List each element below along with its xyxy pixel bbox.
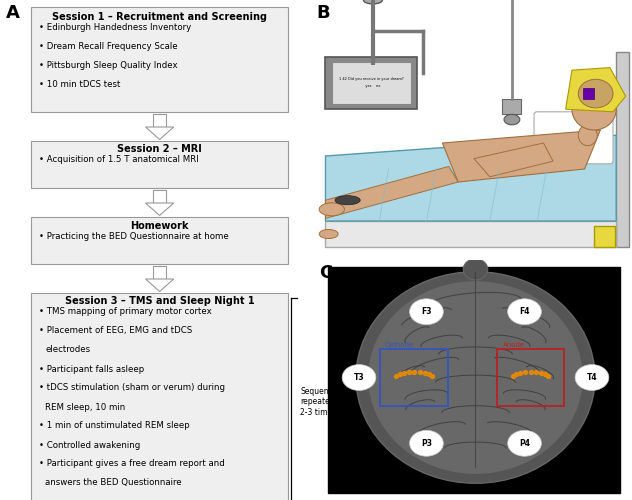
Ellipse shape xyxy=(578,80,613,108)
Point xyxy=(544,372,554,380)
Text: REM sleep, 10 min: REM sleep, 10 min xyxy=(46,402,126,411)
Text: Anode: Anode xyxy=(503,342,525,348)
Text: Session 2 – MRI: Session 2 – MRI xyxy=(118,144,202,154)
Point xyxy=(536,369,546,377)
Text: yes    no: yes no xyxy=(362,84,380,88)
Point xyxy=(520,368,530,376)
Point xyxy=(404,368,414,376)
Text: C: C xyxy=(319,264,332,281)
Text: Session 1 – Recruitment and Screening: Session 1 – Recruitment and Screening xyxy=(52,12,267,22)
Text: • Acquisition of 1.5 T anatomical MRI: • Acquisition of 1.5 T anatomical MRI xyxy=(39,156,199,164)
Polygon shape xyxy=(442,130,600,182)
Circle shape xyxy=(507,430,542,456)
Point xyxy=(508,372,518,380)
Point xyxy=(391,372,401,380)
Point xyxy=(540,370,550,378)
Bar xyxy=(583,88,594,99)
Bar xyxy=(616,52,629,247)
Text: • Edinburgh Handedness Inventory: • Edinburgh Handedness Inventory xyxy=(39,22,191,32)
Text: • Dream Recall Frequency Scale: • Dream Recall Frequency Scale xyxy=(39,42,178,50)
Text: • TMS mapping of primary motor cortex: • TMS mapping of primary motor cortex xyxy=(39,308,212,316)
Text: answers the BED Questionnaire: answers the BED Questionnaire xyxy=(46,478,182,488)
Ellipse shape xyxy=(319,230,338,238)
Ellipse shape xyxy=(572,88,616,130)
Text: P4: P4 xyxy=(519,439,530,448)
Bar xyxy=(497,350,564,406)
Bar xyxy=(154,190,166,203)
Bar xyxy=(154,266,166,279)
Point xyxy=(423,370,434,378)
Text: P3: P3 xyxy=(421,439,432,448)
Text: T4: T4 xyxy=(586,373,597,382)
Point xyxy=(394,370,404,378)
Polygon shape xyxy=(145,203,174,215)
Text: • Participant falls asleep: • Participant falls asleep xyxy=(39,364,145,374)
Text: • Practicing the BED Questionnaire at home: • Practicing the BED Questionnaire at ho… xyxy=(39,232,229,240)
FancyBboxPatch shape xyxy=(325,57,417,109)
Circle shape xyxy=(410,299,443,324)
Text: Sequence
repeated
2-3 times: Sequence repeated 2-3 times xyxy=(300,387,337,416)
Ellipse shape xyxy=(319,203,344,216)
Text: • 1 min of unstimulated REM sleep: • 1 min of unstimulated REM sleep xyxy=(39,422,190,430)
Text: electrodes: electrodes xyxy=(46,346,90,354)
Bar xyxy=(502,99,521,114)
Text: • Placement of EEG, EMG and tDCS: • Placement of EEG, EMG and tDCS xyxy=(39,326,192,336)
Point xyxy=(531,368,541,376)
FancyBboxPatch shape xyxy=(32,216,288,264)
Polygon shape xyxy=(145,279,174,291)
Text: Homework: Homework xyxy=(130,220,189,230)
Bar xyxy=(380,350,448,406)
Ellipse shape xyxy=(578,125,597,146)
Circle shape xyxy=(507,299,542,324)
FancyBboxPatch shape xyxy=(32,140,288,188)
Point xyxy=(399,369,409,377)
Ellipse shape xyxy=(368,281,583,474)
FancyBboxPatch shape xyxy=(594,226,615,247)
Bar xyxy=(154,114,166,127)
Polygon shape xyxy=(566,68,626,112)
Point xyxy=(427,372,437,380)
FancyBboxPatch shape xyxy=(32,292,288,500)
Text: • 10 min tDCS test: • 10 min tDCS test xyxy=(39,80,121,88)
Text: • tDCS stimulation (sham or verum) during: • tDCS stimulation (sham or verum) durin… xyxy=(39,384,225,392)
Point xyxy=(526,368,536,376)
Bar xyxy=(332,62,411,104)
Text: Cathode: Cathode xyxy=(385,342,414,348)
Text: • Pittsburgh Sleep Quality Index: • Pittsburgh Sleep Quality Index xyxy=(39,60,178,70)
Text: • Controlled awakening: • Controlled awakening xyxy=(39,440,140,450)
Text: A: A xyxy=(6,4,20,22)
Point xyxy=(420,369,430,377)
Point xyxy=(511,370,521,378)
Ellipse shape xyxy=(356,272,595,483)
Text: F3: F3 xyxy=(421,307,432,316)
Circle shape xyxy=(575,364,609,390)
Ellipse shape xyxy=(335,196,360,205)
Circle shape xyxy=(342,364,376,390)
Text: Session 3 – TMS and Sleep Night 1: Session 3 – TMS and Sleep Night 1 xyxy=(65,296,255,306)
Ellipse shape xyxy=(463,259,488,280)
Polygon shape xyxy=(145,127,174,140)
Text: B: B xyxy=(316,4,330,22)
Polygon shape xyxy=(474,143,553,177)
Ellipse shape xyxy=(504,114,520,125)
Text: F4: F4 xyxy=(520,307,530,316)
Point xyxy=(415,368,425,376)
Bar xyxy=(325,221,616,247)
Text: 1 42 Did you receive in your dream?: 1 42 Did you receive in your dream? xyxy=(339,78,404,82)
FancyBboxPatch shape xyxy=(32,8,288,112)
Text: T3: T3 xyxy=(354,373,364,382)
Polygon shape xyxy=(325,135,616,221)
Point xyxy=(409,368,419,376)
Circle shape xyxy=(410,430,443,456)
Polygon shape xyxy=(325,166,458,218)
Point xyxy=(515,369,525,377)
FancyBboxPatch shape xyxy=(534,112,613,164)
Text: • Participant gives a free dream report and: • Participant gives a free dream report … xyxy=(39,460,225,468)
Ellipse shape xyxy=(363,0,382,4)
